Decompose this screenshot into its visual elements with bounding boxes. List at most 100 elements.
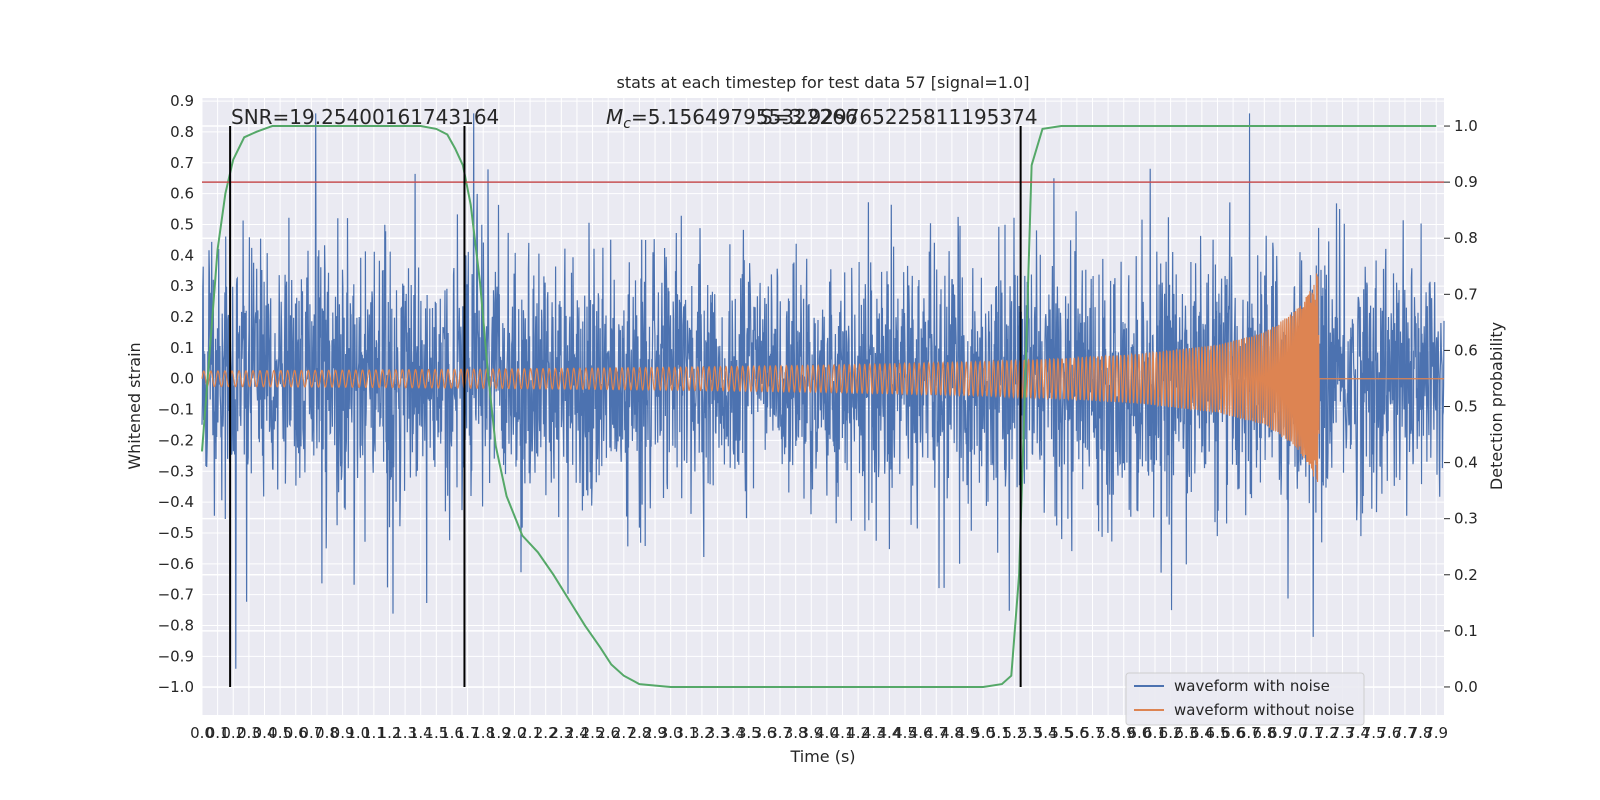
y-axis-label: Whitened strain (125, 342, 144, 469)
y2-tick-labels: 0.0 0.1 0.2 0.3 0.4 0.5 0.6 0.7 0.8 0.9 1.0 (1444, 117, 1478, 696)
y-tick-labels: 0.9 0.8 0.7 0.6 0.5 0.4 0.3 0.2 0.1 0.0 −0.1 −0.2 −0… (158, 92, 194, 696)
x-tick-label: 1.6 (440, 724, 464, 742)
x-tick-label: 4.9 (956, 724, 980, 742)
x-tick-label: 3.4 (721, 724, 745, 742)
x-tick-label: 1.7 (456, 724, 480, 742)
x-tick-label: 3.6 (752, 724, 776, 742)
x-tick-label: 0.6 (284, 724, 308, 742)
y2-tick-label: 0.1 (1454, 622, 1478, 640)
x-tick-label: 2.8 (628, 724, 652, 742)
x-tick-label: 6.3 (1174, 724, 1198, 742)
x-tick-label: 1.0 (346, 724, 370, 742)
y-tick-label: 0.6 (170, 185, 194, 203)
y2-tick-label: 0.4 (1454, 454, 1478, 472)
y-tick-label: −0.7 (158, 586, 194, 604)
x-tick-label: 7.1 (1299, 724, 1323, 742)
x-tick-label: 2.3 (549, 724, 573, 742)
x-tick-label: 0.3 (237, 724, 261, 742)
x-tick-label: 2.0 (503, 724, 527, 742)
x-tick-label: 5.3 (1018, 724, 1042, 742)
x-tick-label: 4.7 (924, 724, 948, 742)
x-tick-label: 4.0 (815, 724, 839, 742)
y2-axis-label: Detection probability (1487, 322, 1506, 490)
y-tick-label: −0.4 (158, 493, 194, 511)
x-tick-label: 3.2 (690, 724, 714, 742)
y2-tick-label: 1.0 (1454, 117, 1478, 135)
x-tick-label: 7.3 (1331, 724, 1355, 742)
x-tick-label: 0.0 (190, 724, 214, 742)
y-tick-label: 0.1 (170, 339, 194, 357)
x-tick-label: 4.6 (909, 724, 933, 742)
legend-label-noise: waveform with noise (1174, 677, 1330, 695)
x-tick-label: 5.8 (1096, 724, 1120, 742)
x-tick-label: 0.2 (221, 724, 245, 742)
x-tick-label: 6.7 (1237, 724, 1261, 742)
x-tick-label: 6.6 (1221, 724, 1245, 742)
x-tick-label: 7.6 (1377, 724, 1401, 742)
y2-tick-label: 0.3 (1454, 510, 1478, 528)
x-tick-label: 2.7 (612, 724, 636, 742)
y2-tick-label: 0.9 (1454, 173, 1478, 191)
x-tick-label: 1.1 (362, 724, 386, 742)
x-tick-label: 2.6 (596, 724, 620, 742)
x-tick-label: 2.4 (565, 724, 589, 742)
y-tick-label: −0.3 (158, 462, 194, 480)
x-tick-label: 3.7 (768, 724, 792, 742)
y-tick-label: −0.8 (158, 617, 194, 635)
x-tick-label: 5.4 (1034, 724, 1058, 742)
legend: waveform with noise waveform without noi… (1125, 672, 1365, 726)
x-tick-label: 3.3 (706, 724, 730, 742)
x-tick-label: 5.2 (1002, 724, 1026, 742)
x-tick-labels: 0.00.10.20.30.40.50.60.70.80.91.01.11.21… (190, 724, 1448, 742)
x-tick-label: 6.0 (1127, 724, 1151, 742)
x-tick-label: 6.9 (1268, 724, 1292, 742)
x-tick-label: 4.4 (877, 724, 901, 742)
x-tick-label: 4.1 (831, 724, 855, 742)
y-tick-label: −0.5 (158, 524, 194, 542)
x-tick-label: 4.5 (893, 724, 917, 742)
legend-label-clean: waveform without noise (1174, 701, 1354, 719)
y-tick-label: −0.9 (158, 647, 194, 665)
x-tick-label: 5.9 (1112, 724, 1136, 742)
x-tick-label: 0.1 (206, 724, 230, 742)
y-tick-label: 0.8 (170, 123, 194, 141)
x-tick-label: 6.5 (1206, 724, 1230, 742)
series-waveform-without-noise (201, 273, 1444, 483)
x-tick-label: 1.8 (471, 724, 495, 742)
x-tick-label: 6.4 (1190, 724, 1214, 742)
x-tick-label: 3.8 (784, 724, 808, 742)
y-tick-label: −0.6 (158, 555, 194, 573)
y2-tick-label: 0.0 (1454, 678, 1478, 696)
x-tick-label: 7.0 (1284, 724, 1308, 742)
x-tick-label: 2.5 (581, 724, 605, 742)
annotation-snr: SNR=19.25400161743164 (231, 105, 499, 129)
x-tick-label: 6.1 (1143, 724, 1167, 742)
x-tick-label: 5.5 (1049, 724, 1073, 742)
annotation-s: S=3.929765225811195374 (760, 105, 1038, 129)
y2-tick-label: 0.2 (1454, 566, 1478, 584)
y-tick-label: 0.3 (170, 277, 194, 295)
legend-box (1125, 672, 1365, 726)
x-tick-label: 4.2 (846, 724, 870, 742)
x-tick-label: 2.9 (643, 724, 667, 742)
y2-tick-label: 0.7 (1454, 285, 1478, 303)
y-tick-label: −1.0 (158, 678, 194, 696)
x-axis-label: Time (s) (789, 747, 855, 766)
x-tick-label: 7.4 (1346, 724, 1370, 742)
x-tick-label: 7.7 (1393, 724, 1417, 742)
y-tick-label: −0.1 (158, 401, 194, 419)
x-tick-label: 0.4 (253, 724, 277, 742)
x-tick-label: 1.4 (409, 724, 433, 742)
x-tick-label: 6.2 (1159, 724, 1183, 742)
y-tick-label: −0.2 (158, 431, 194, 449)
x-tick-label: 7.8 (1409, 724, 1433, 742)
x-tick-label: 0.8 (315, 724, 339, 742)
x-tick-label: 2.2 (534, 724, 558, 742)
x-tick-label: 5.7 (1081, 724, 1105, 742)
y-tick-label: 0.0 (170, 370, 194, 388)
y-tick-label: 0.7 (170, 154, 194, 172)
x-tick-label: 0.9 (331, 724, 355, 742)
x-tick-label: 2.1 (518, 724, 542, 742)
y-tick-label: 0.5 (170, 215, 194, 233)
